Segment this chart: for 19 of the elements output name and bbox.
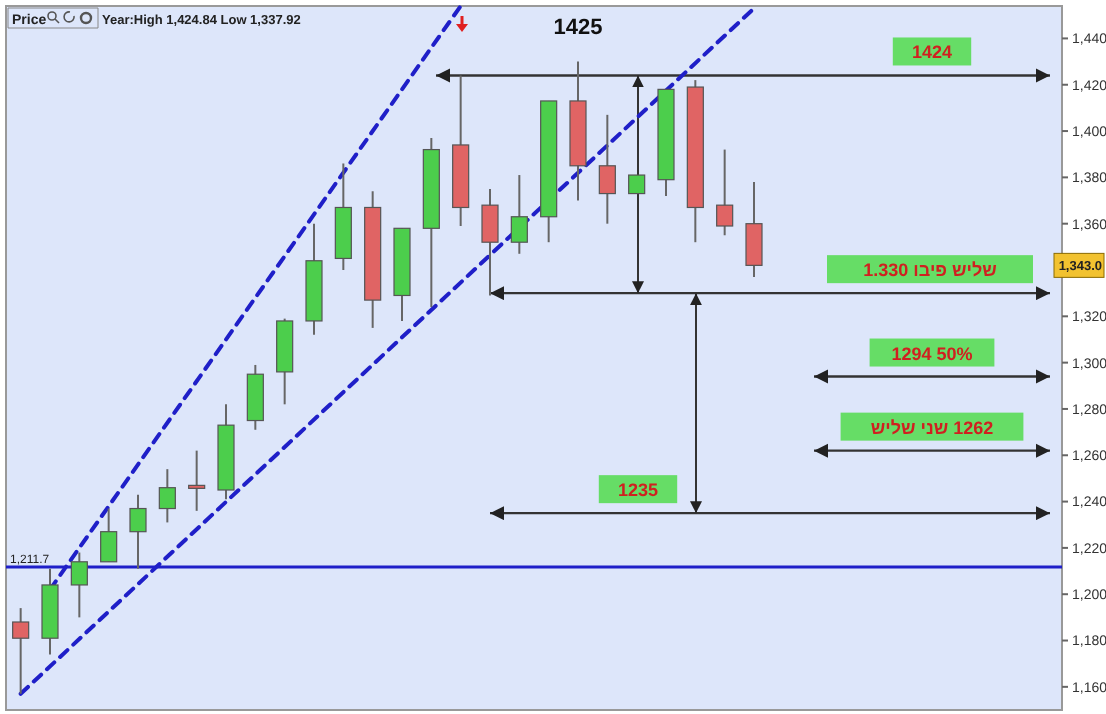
candlestick [246, 363, 264, 431]
candlestick [188, 449, 206, 512]
candlestick [510, 174, 528, 255]
candlestick [158, 468, 176, 524]
ref-line-label: 1235 [617, 480, 659, 501]
ref-line-label: שליש פיבו 1.330 [863, 260, 997, 281]
ref-line-label: 1424 [911, 42, 953, 63]
candlestick [598, 113, 616, 225]
candlestick [129, 493, 147, 570]
candlestick [70, 551, 88, 619]
ref-line-label: 1262 שני שליש [870, 417, 994, 438]
candlestick [481, 187, 499, 297]
candlestick [100, 507, 118, 563]
annotation: 1425 [553, 16, 603, 40]
candlestick [628, 174, 646, 195]
ref-line-label: 1294 50% [891, 343, 973, 364]
candlestick [745, 181, 763, 278]
candlestick [12, 607, 30, 695]
candlestick [716, 148, 734, 237]
